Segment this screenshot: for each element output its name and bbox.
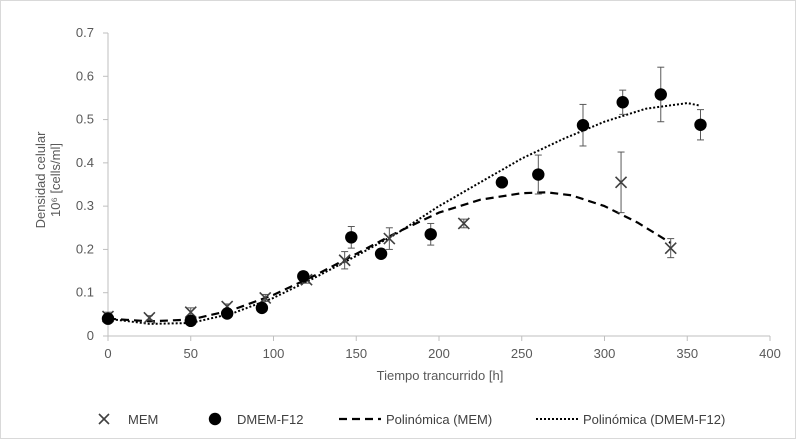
- x-tick-label: 250: [511, 346, 533, 361]
- point-dmem-f12: [532, 168, 545, 181]
- legend-label-trend-dmem-f12: Polinómica (DMEM-F12): [583, 412, 725, 427]
- y-tick-label: 0.4: [76, 155, 94, 170]
- point-mem: [457, 217, 470, 230]
- point-dmem-f12: [345, 231, 358, 244]
- y-tick-label: 0.2: [76, 241, 94, 256]
- y-tick-label: 0: [87, 328, 94, 343]
- point-dmem-f12: [694, 118, 707, 131]
- trendline-mem: [107, 191, 672, 323]
- point-dmem-f12: [297, 270, 310, 283]
- point-dmem-f12: [616, 96, 629, 109]
- point-dmem-f12: [255, 301, 269, 315]
- point-dmem-f12: [654, 88, 667, 101]
- point-dmem-f12: [101, 312, 115, 325]
- x-tick-label: 0: [104, 346, 111, 361]
- y-tick-label: 0.6: [76, 68, 94, 83]
- x-axis-title: Tiempo trancurrido [h]: [377, 368, 504, 383]
- point-dmem-f12: [220, 307, 234, 320]
- y-tick-label: 0.5: [76, 112, 94, 127]
- legend-marker-dmem-f12: [208, 412, 222, 426]
- legend-marker-mem: [98, 413, 110, 425]
- legend: MEM DMEM-F12 Polinómica (MEM) Polinómica (D…: [98, 412, 725, 427]
- x-tick-label: 400: [759, 346, 781, 361]
- point-dmem-f12: [184, 314, 197, 328]
- y-tick-label: 0.7: [76, 25, 94, 40]
- point-mem: [383, 232, 396, 245]
- point-dmem-f12: [424, 228, 437, 241]
- point-mem: [259, 291, 272, 304]
- point-mem: [614, 176, 628, 189]
- x-tick-label: 300: [594, 346, 616, 361]
- point-mem: [143, 311, 156, 324]
- legend-label-trend-mem: Polinómica (MEM): [386, 412, 492, 427]
- y-tick-label: 0.3: [76, 198, 94, 213]
- point-dmem-f12: [374, 247, 388, 260]
- y-axis-title-line2: 10⁶ [cells/ml]: [48, 143, 63, 217]
- y-tick-label: 0.1: [76, 285, 94, 300]
- point-dmem-f12: [495, 176, 509, 189]
- trendline-dmem-f12: [107, 102, 701, 325]
- legend-label-dmem-f12: DMEM-F12: [237, 412, 303, 427]
- x-tick-label: 50: [184, 346, 198, 361]
- x-tick-label: 200: [428, 346, 450, 361]
- point-mem: [338, 254, 351, 267]
- point-mem: [664, 242, 677, 255]
- point-dmem-f12: [576, 118, 590, 132]
- legend-label-mem: MEM: [128, 412, 158, 427]
- x-tick-label: 350: [676, 346, 698, 361]
- x-tick-label: 150: [345, 346, 367, 361]
- x-tick-label: 100: [263, 346, 285, 361]
- y-axis-title-line1: Densidad celular: [33, 131, 48, 229]
